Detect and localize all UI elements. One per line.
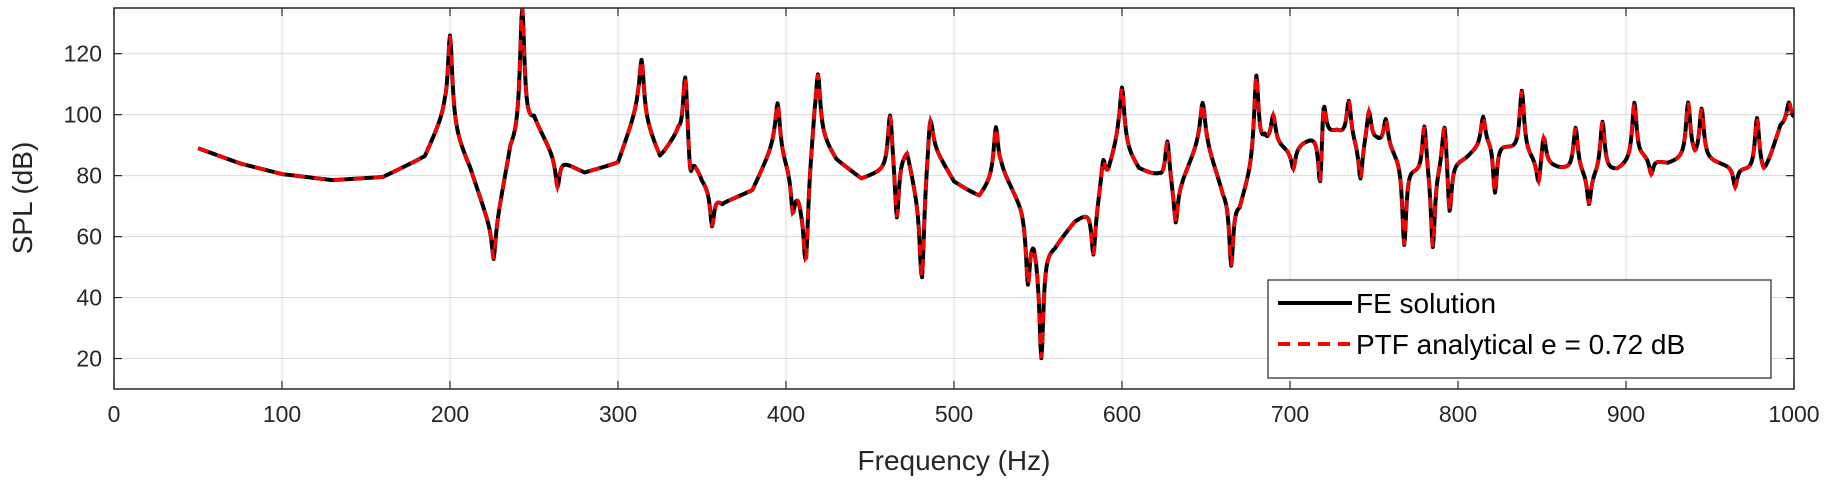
legend: FE solution PTF analytical e = 0.72 dB: [1267, 279, 1772, 379]
y-tick-label: 20: [76, 346, 102, 372]
x-tick-label: 0: [108, 401, 121, 427]
x-tick-label: 500: [935, 401, 973, 427]
series-ptf-analytical: [197, 8, 1794, 359]
y-tick-label: 60: [76, 224, 102, 250]
series-layer: [196, 8, 1794, 361]
y-tick-labels: 20 40 60 80 100 120: [64, 41, 102, 372]
legend-label-ptf: PTF analytical e = 0.72 dB: [1356, 329, 1685, 360]
y-tick-label: 40: [76, 285, 102, 311]
x-tick-label: 200: [431, 401, 469, 427]
x-tick-label: 600: [1103, 401, 1141, 427]
y-axis-title: SPL (dB): [7, 142, 38, 255]
axes: [113, 7, 1795, 390]
y-tick-label: 80: [76, 163, 102, 189]
x-tick-labels: 0 100 200 300 400 500 600 700 800 900 1000: [108, 401, 1820, 427]
x-tick-label: 900: [1607, 401, 1645, 427]
x-axis-title: Frequency (Hz): [858, 445, 1051, 476]
y-tick-label: 120: [64, 41, 102, 67]
x-tick-label: 700: [1271, 401, 1309, 427]
legend-box: [1267, 279, 1772, 379]
legend-label-fe: FE solution: [1356, 288, 1496, 319]
x-tick-label: 100: [263, 401, 301, 427]
x-tick-label: 1000: [1768, 401, 1819, 427]
x-tick-label: 300: [599, 401, 637, 427]
y-tick-label: 100: [64, 102, 102, 128]
x-tick-label: 800: [1439, 401, 1477, 427]
x-tick-label: 400: [767, 401, 805, 427]
